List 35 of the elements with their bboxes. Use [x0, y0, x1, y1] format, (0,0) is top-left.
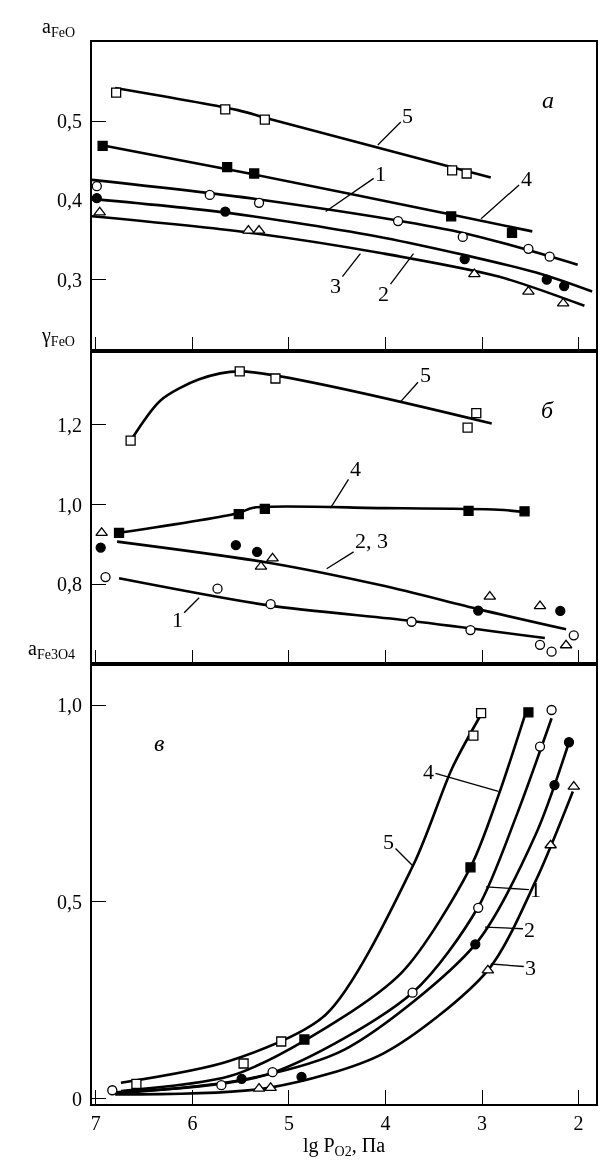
annotation: 3	[330, 273, 341, 298]
annotation: 4	[423, 759, 434, 784]
x-tick-label: 7	[90, 1112, 101, 1134]
annotation: 5	[383, 829, 394, 854]
annotation: 1	[375, 161, 386, 186]
y-tick-label: 0,3	[57, 268, 82, 291]
y-axis-title: a$_{FeO}$	[42, 15, 76, 41]
y-tick-label: 0,8	[57, 573, 82, 596]
y-axis-title: a$_{Fe3O4}$	[28, 637, 76, 663]
annotation: б	[541, 397, 554, 423]
x-tick-label: 4	[380, 1112, 391, 1134]
x-tick-label: 6	[187, 1112, 198, 1134]
y-tick-label: 0,4	[57, 189, 82, 212]
y-tick-label: 1,0	[57, 493, 82, 516]
annotation: 4	[350, 456, 361, 481]
x-axis-title: lg P$_{O2}$, Па	[302, 1134, 386, 1160]
annotation: 2, 3	[355, 528, 388, 553]
annotation: 1	[172, 607, 183, 632]
x-tick-label: 3	[477, 1112, 488, 1134]
annotation: 5	[420, 362, 431, 387]
x-tick-label: 2	[573, 1112, 584, 1134]
y-axis-title: γ$_{FeO}$	[41, 324, 75, 350]
annotation: а	[542, 87, 554, 113]
annotation: 2	[378, 281, 389, 306]
annotation: в	[154, 730, 165, 756]
y-tick-label: 0	[72, 1087, 82, 1110]
x-tick-label: 5	[283, 1112, 294, 1134]
annotation: 3	[525, 955, 536, 980]
annotation: 4	[521, 166, 532, 191]
y-tick-label: 1,2	[57, 413, 82, 436]
y-tick-label: 1,0	[57, 694, 82, 717]
y-tick-label: 0,5	[57, 110, 82, 133]
annotation: 2	[524, 917, 535, 942]
y-tick-label: 0,5	[57, 890, 82, 913]
annotation: 5	[402, 103, 413, 128]
